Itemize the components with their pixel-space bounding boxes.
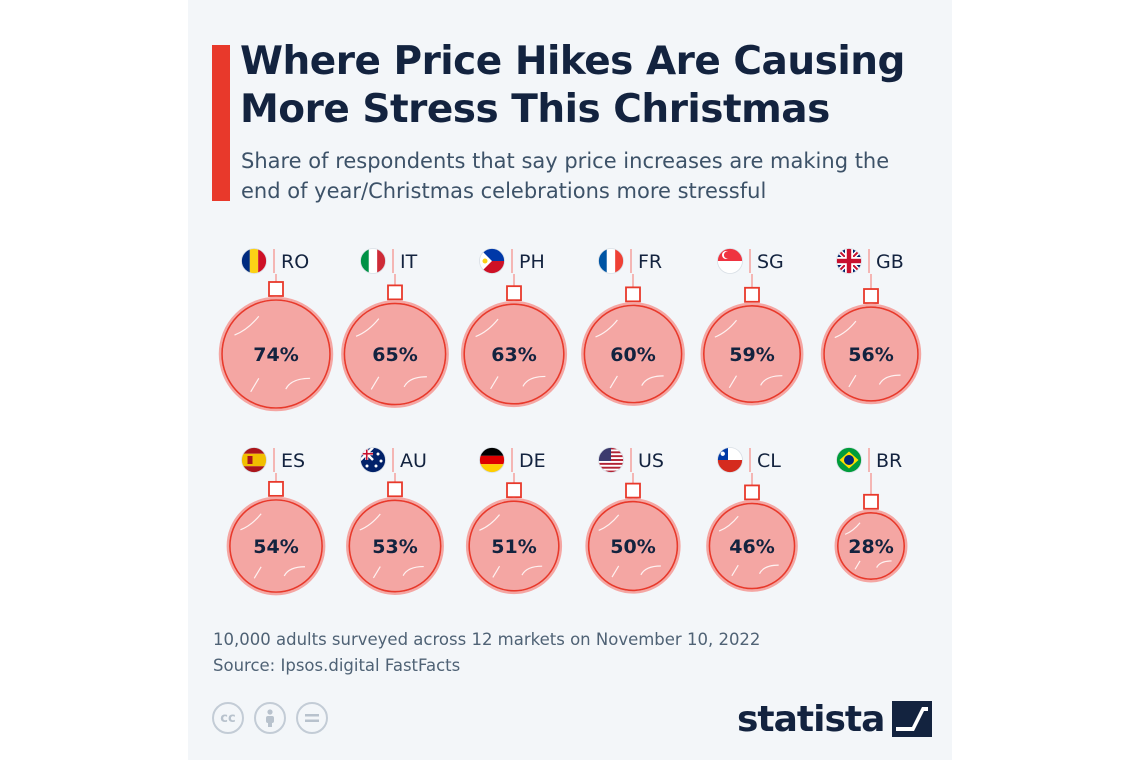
value-label: 63% [491,344,536,366]
country-label: PH [519,251,545,273]
ornament-cap [387,481,403,498]
ornament-cap [625,482,641,499]
ornament-cap [744,484,760,501]
ornament-cap [506,482,522,499]
source-note: Source: Ipsos.digital FastFacts [213,656,461,675]
ornament-item: ES 54% [226,447,326,596]
value-label: 60% [610,344,655,366]
cc-icon[interactable]: cc [212,702,244,734]
country-label: ES [281,450,305,472]
ornament-item: IT 65% [341,248,449,408]
ornament-item: DE 51% [465,447,563,595]
ornament-cap [625,286,641,303]
country-label: GB [876,251,904,273]
ornament-item: FR 60% [581,248,685,406]
ornament-cap [268,480,284,497]
license-icons: cc [212,702,328,738]
footnote: 10,000 adults surveyed across 12 markets… [213,627,913,679]
statista-mark-icon [892,701,933,737]
ornament-item: US 50% [585,447,681,594]
country-label: DE [519,450,546,472]
flag-spain-icon [241,447,267,473]
ornament-item: GB 56% [820,248,922,405]
flag-chile-icon [717,447,743,473]
value-label: 53% [372,536,417,558]
ornament-item: PH 63% [460,248,568,408]
flag-france-icon [598,248,624,274]
country-label: CL [757,450,781,472]
value-label: 74% [253,344,298,366]
chart-subtitle: Share of respondents that say price incr… [241,149,890,203]
chart-title: Where Price Hikes Are Causing More Stres… [240,39,905,132]
flag-romania-icon [241,248,267,274]
country-label: RO [281,251,309,273]
ornament-cap [863,493,879,510]
ornament-cap [744,286,760,303]
value-label: 54% [253,536,298,558]
ornament-cap [387,284,403,301]
value-label: 51% [491,536,536,558]
flag-brazil-icon [836,447,862,473]
ornament-cap [863,288,879,304]
flag-singapore-icon [717,248,743,274]
value-label: 65% [372,344,417,366]
ornament-item: BR 28% [834,447,908,583]
ornament-item: SG 59% [700,248,804,406]
ornament-item: CL 46% [706,447,798,592]
country-label: FR [638,251,662,273]
value-label: 28% [848,536,893,558]
value-label: 56% [848,344,893,366]
ornament-cap [506,285,522,302]
brand-name: statista [737,698,885,740]
brand-logo[interactable]: statista [737,694,933,744]
flag-uk-icon [836,248,862,274]
country-label: SG [757,251,784,273]
survey-note: 10,000 adults surveyed across 12 markets… [213,630,761,649]
country-label: BR [876,450,902,472]
value-label: 50% [610,536,655,558]
no-derivatives-icon[interactable] [296,702,328,734]
ornament-item: RO 74% [218,248,334,412]
flag-usa-icon [598,447,624,473]
country-label: IT [400,251,418,273]
country-label: AU [400,450,427,472]
flag-australia-icon [360,447,386,473]
accent-bar [212,45,230,201]
value-label: 59% [729,344,774,366]
attribution-icon[interactable] [254,702,286,734]
ornament-cap [268,281,284,297]
flag-italy-icon [360,248,386,274]
flag-germany-icon [479,447,505,473]
flag-philippines-icon [479,248,505,274]
country-label: US [638,450,664,472]
value-label: 46% [729,536,774,558]
ornament-item: AU 53% [346,447,444,595]
